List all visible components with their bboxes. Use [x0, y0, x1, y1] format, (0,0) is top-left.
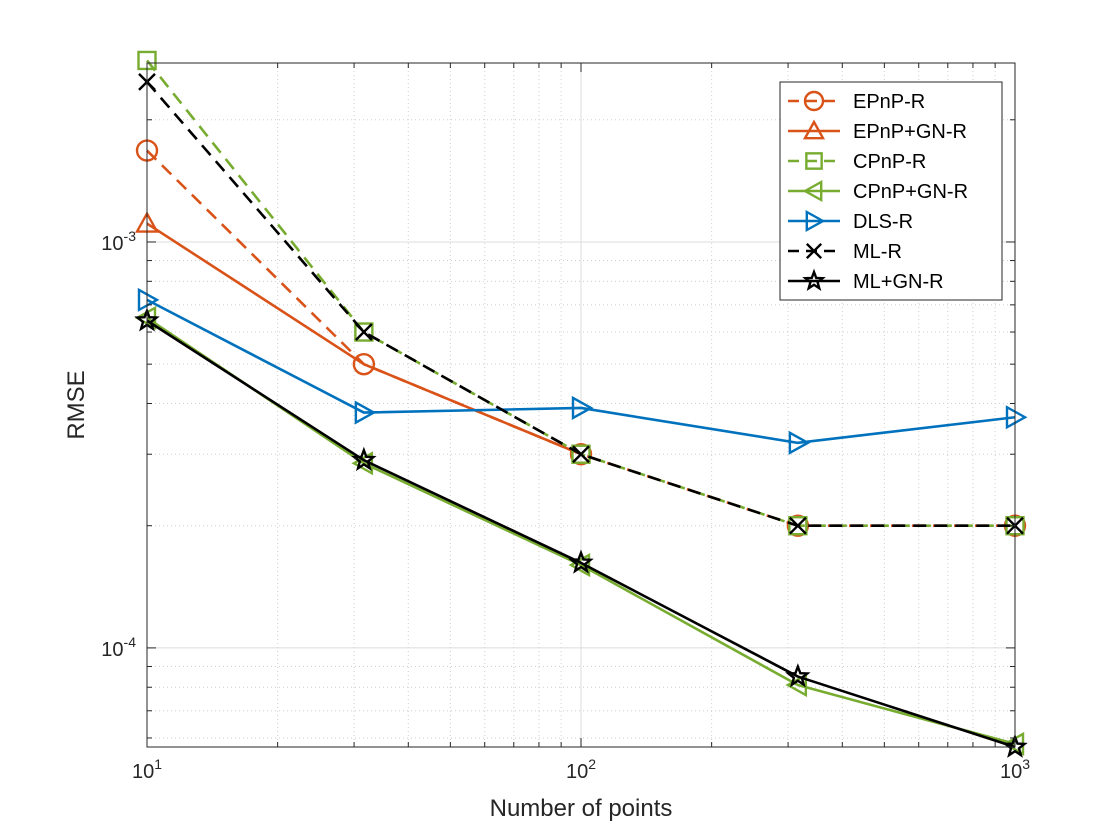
legend-item-epnp-gn-r: EPnP+GN-R [788, 119, 967, 143]
legend-item-ml-gn-r: ML+GN-R [788, 268, 944, 293]
legend-label: ML-R [853, 241, 902, 263]
legend-marker-swatch [805, 209, 826, 233]
legend-item-ml-r: ML-R [788, 241, 902, 263]
series-line [146, 149, 1015, 528]
legend-item-dls-r: DLS-R [788, 209, 913, 233]
axis-ticks [146, 63, 1016, 747]
legend-label: EPnP-R [853, 91, 925, 113]
x-tick-label: 101 [132, 756, 162, 783]
data-point [571, 395, 594, 421]
legend-label: CPnP-R [853, 151, 926, 173]
data-point [569, 443, 593, 466]
y-tick-label: 10-3 [101, 228, 136, 255]
data-point [568, 549, 594, 574]
data-point [1002, 733, 1028, 758]
data-point [352, 352, 376, 376]
minor-grid [147, 63, 1015, 747]
data-point [571, 444, 591, 464]
legend: EPnP-R EPnP+GN-R CPnP-R CPnP+GN-R DLS-R ML-R M… [779, 81, 1003, 301]
data-point [351, 446, 377, 472]
data-point [788, 430, 811, 455]
series-line [146, 81, 1015, 528]
y-axis-title: RMSE [63, 370, 90, 439]
series-line [146, 319, 1016, 749]
tick-labels: 101 102 103 10-4 10-3 [101, 228, 1030, 783]
legend-label: CPnP+GN-R [853, 181, 968, 203]
legend-marker-swatch [805, 242, 823, 260]
series-line [146, 298, 1016, 445]
y-tick-label: 10-4 [101, 634, 136, 661]
legend-label: DLS-R [853, 211, 913, 233]
legend-marker-swatch [803, 90, 825, 112]
legend-item-epnp-r: EPnP-R [788, 90, 925, 113]
data-point [572, 445, 590, 464]
data-point [788, 516, 808, 536]
x-tick-label: 102 [566, 756, 596, 783]
data-point [355, 323, 373, 341]
legend-label: EPnP+GN-R [853, 121, 967, 143]
legend-marker-swatch [802, 119, 826, 140]
data-point [786, 514, 810, 537]
series-ml-gn-r [134, 307, 1028, 758]
x-axis-title: Number of points [490, 795, 673, 822]
data-point [568, 553, 591, 578]
legend-marker-swatch [802, 268, 826, 292]
data-point [785, 663, 811, 688]
legend-item-cpnp-r: CPnP-R [788, 151, 926, 173]
series-layer [134, 50, 1028, 758]
legend-item-cpnp-gn-r: CPnP+GN-R [788, 179, 968, 203]
data-point [354, 400, 377, 425]
data-point [789, 516, 807, 535]
legend-marker-swatch [802, 179, 823, 203]
data-point [1005, 405, 1028, 430]
legend-label: ML+GN-R [853, 271, 944, 293]
data-point [354, 322, 374, 342]
x-tick-label: 103 [1000, 756, 1030, 783]
legend-marker-swatch [805, 152, 823, 170]
